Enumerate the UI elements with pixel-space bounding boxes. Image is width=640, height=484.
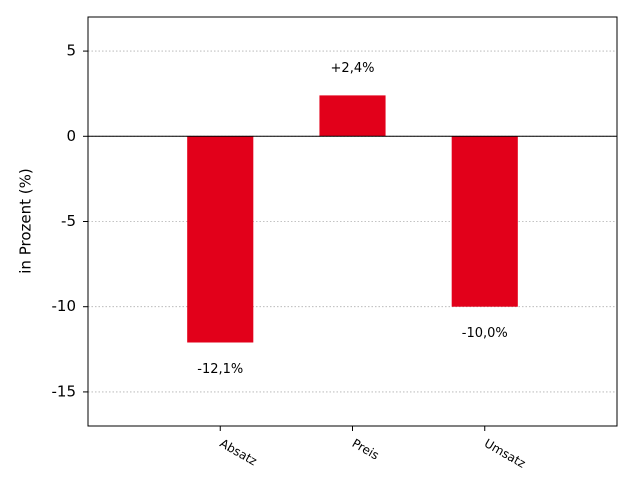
value-label: -10,0% (462, 326, 508, 341)
y-tick-label: -10 (52, 297, 77, 315)
y-tick-label: 0 (66, 127, 76, 145)
y-tick-label: 5 (66, 42, 76, 60)
bar (319, 95, 386, 137)
value-label: +2,4% (331, 61, 375, 76)
y-tick-label: -15 (52, 382, 77, 400)
value-label: -12,1% (197, 362, 243, 377)
bar (451, 136, 518, 307)
y-tick-label: -5 (61, 212, 76, 230)
y-axis-label: in Prozent (%) (17, 168, 35, 273)
plot-frame (87, 16, 618, 427)
bar (187, 136, 254, 343)
